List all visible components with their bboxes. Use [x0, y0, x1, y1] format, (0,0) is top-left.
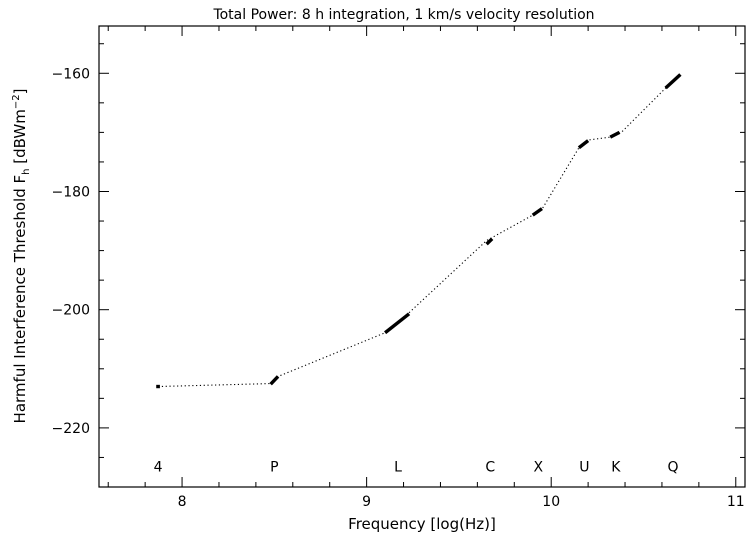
- y-axis-label-unit: [dBWm: [11, 109, 29, 164]
- band-segment: [609, 130, 621, 139]
- y-axis-ticks: −160 −180 −200 −220: [52, 43, 745, 488]
- band-segment: [485, 237, 494, 246]
- band-segment: [531, 207, 543, 217]
- y-axis-label-unit-exp: −2: [11, 94, 22, 109]
- y-axis-label-sub: h: [21, 169, 32, 175]
- band-label: C: [485, 459, 495, 475]
- x-tick-label: 8: [178, 494, 187, 510]
- x-axis-label: Frequency [log(Hz)]: [348, 515, 496, 533]
- band-segment: [577, 139, 590, 150]
- threshold-line: [158, 74, 681, 388]
- y-axis-label-main: Harmful Interference Threshold F: [11, 175, 29, 424]
- x-tick-label: 10: [542, 494, 560, 510]
- band-segment: [384, 312, 411, 335]
- band-label: U: [579, 459, 589, 475]
- y-tick-label: −160: [52, 66, 90, 82]
- band-segment: [269, 375, 280, 386]
- series-group: [156, 73, 682, 389]
- band-label: 4: [154, 459, 163, 475]
- band-label: P: [270, 459, 278, 475]
- x-tick-label: 11: [727, 494, 745, 510]
- plot-frame: [98, 25, 746, 488]
- band-label: L: [394, 459, 402, 475]
- x-tick-label: 9: [362, 494, 371, 510]
- band-segment: [664, 73, 682, 90]
- band-label: K: [611, 459, 621, 475]
- band-label: Q: [668, 459, 679, 475]
- y-tick-label: −200: [52, 303, 90, 319]
- y-axis-label: Harmful Interference Threshold Fh [dBWm−…: [11, 89, 32, 424]
- chart-title: Total Power: 8 h integration, 1 km/s vel…: [212, 7, 594, 23]
- band-annotations: 4 P L C X U K Q: [154, 459, 679, 475]
- x-axis-ticks: 8 9 10 11: [107, 26, 745, 510]
- band-label: X: [533, 459, 543, 475]
- y-axis-label-unit-close: ]: [11, 89, 29, 95]
- y-tick-label: −220: [52, 421, 90, 437]
- y-tick-label: −180: [52, 184, 90, 200]
